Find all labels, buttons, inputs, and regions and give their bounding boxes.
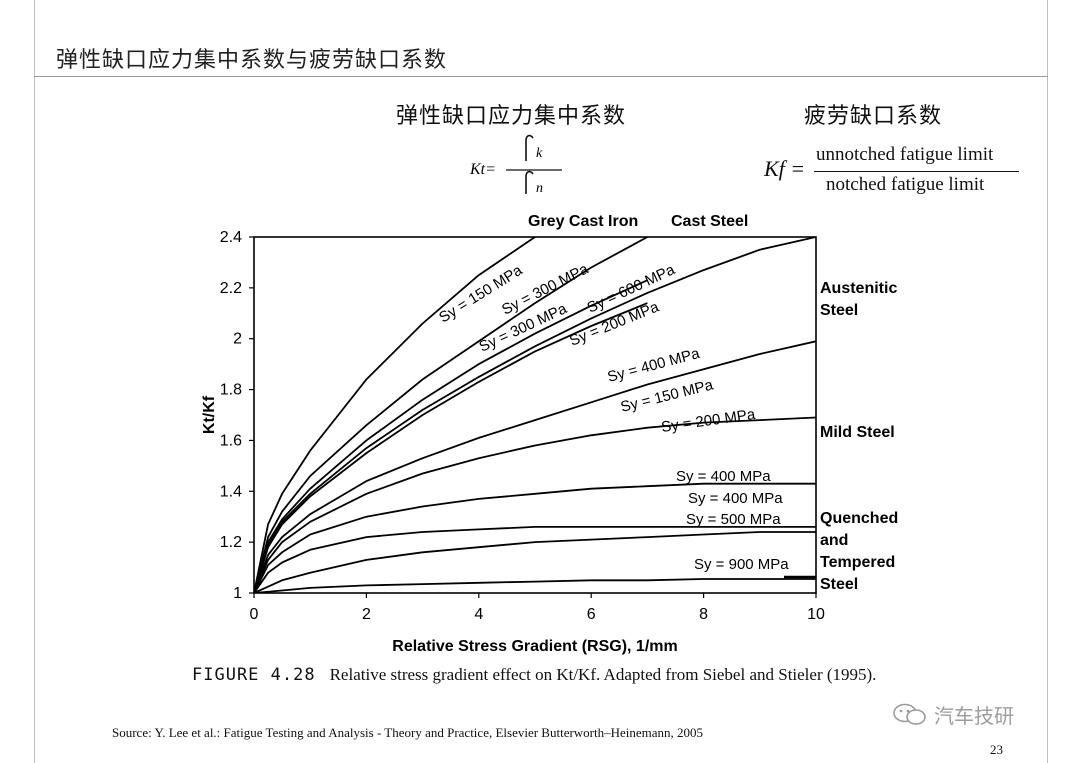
kf-denominator: notched fatigue limit: [826, 174, 985, 195]
source-citation: Source: Y. Lee et al.: Fatigue Testing a…: [112, 725, 704, 740]
kt-lhs: Kt=: [469, 161, 496, 178]
series-label: Sy = 500 MPa: [686, 511, 781, 528]
y-tick-label: 1.8: [220, 382, 242, 399]
series-line: [254, 531, 816, 593]
y-axis-label: Kt/Kf: [201, 395, 218, 434]
x-tick-label: 2: [362, 606, 371, 623]
series-line: [254, 578, 816, 593]
series-line: [254, 302, 648, 593]
kt-formula: Kt= k n: [469, 134, 562, 196]
series-label: Sy = 150 MPa: [436, 261, 526, 326]
wechat-watermark: 汽车技研: [892, 700, 1014, 729]
x-tick-label: 0: [250, 606, 259, 623]
watermark-text: 汽车技研: [934, 704, 1014, 728]
material-group-label: Quenched and Tempered Steel: [820, 510, 898, 593]
series-line: [254, 526, 816, 593]
series-label: Sy = 150 MPa: [619, 376, 716, 416]
series-label: Sy = 400 MPa: [676, 468, 771, 485]
figure-caption: FIGURE 4.28 Relative stress gradient effe…: [192, 664, 922, 686]
x-tick-label: 8: [699, 606, 708, 623]
series-label: Sy = 400 MPa: [688, 490, 783, 507]
y-tick-label: 1: [233, 585, 242, 602]
kt-denominator: n: [536, 181, 543, 196]
series-line: [254, 340, 816, 593]
x-tick-label: 6: [587, 606, 596, 623]
wechat-icon: [893, 703, 926, 725]
kf-heading: 疲劳缺口系数: [804, 104, 943, 129]
material-group-label: Austenitic Steel: [820, 280, 897, 319]
kf-fraction-bar: [814, 171, 1019, 172]
y-tick-label: 1.4: [220, 483, 242, 500]
y-tick-label: 2: [233, 331, 242, 348]
series-line: [254, 237, 816, 593]
series-line: [254, 237, 536, 593]
series-label: Sy = 200 MPa: [660, 406, 757, 436]
slide-title: 弹性缺口应力集中系数与疲劳缺口系数: [56, 48, 448, 73]
kt-numerator: k: [536, 146, 543, 161]
caption-label: FIGURE 4.28: [192, 665, 316, 685]
slide-frame: [34, 0, 1048, 763]
kf-formula: Kf = unnotched fatigue limit notched fat…: [764, 140, 1034, 200]
x-tick-label: 10: [807, 606, 825, 623]
series-line: [254, 279, 648, 593]
y-tick-label: 2.4: [220, 229, 242, 246]
kt-heading: 弹性缺口应力集中系数: [396, 104, 627, 129]
series-line: [254, 482, 816, 593]
integral-bottom-sign: [525, 170, 534, 194]
x-axis-label: Relative Stress Gradient (RSG), 1/mm: [392, 638, 677, 655]
series-label: Sy = 400 MPa: [606, 345, 702, 386]
integral-top-sign: [525, 134, 534, 161]
title-divider: [34, 76, 1048, 77]
kf-numerator: unnotched fatigue limit: [816, 144, 994, 165]
page-number: 23: [990, 742, 1003, 757]
series-line: [254, 237, 648, 593]
series-line: [254, 416, 816, 593]
y-tick-label: 1.2: [220, 534, 242, 551]
y-tick-label: 2.2: [220, 280, 242, 297]
material-group-label: Cast Steel: [671, 213, 748, 230]
series-label: Sy = 900 MPa: [694, 556, 789, 573]
material-group-label: Mild Steel: [820, 424, 895, 441]
y-tick-label: 1.6: [220, 432, 242, 449]
x-tick-label: 4: [474, 606, 483, 623]
kf-lhs: Kf =: [764, 156, 806, 181]
material-group-label: Grey Cast Iron: [528, 213, 638, 230]
caption-text: Relative stress gradient effect on Kt/Kf…: [329, 665, 877, 684]
